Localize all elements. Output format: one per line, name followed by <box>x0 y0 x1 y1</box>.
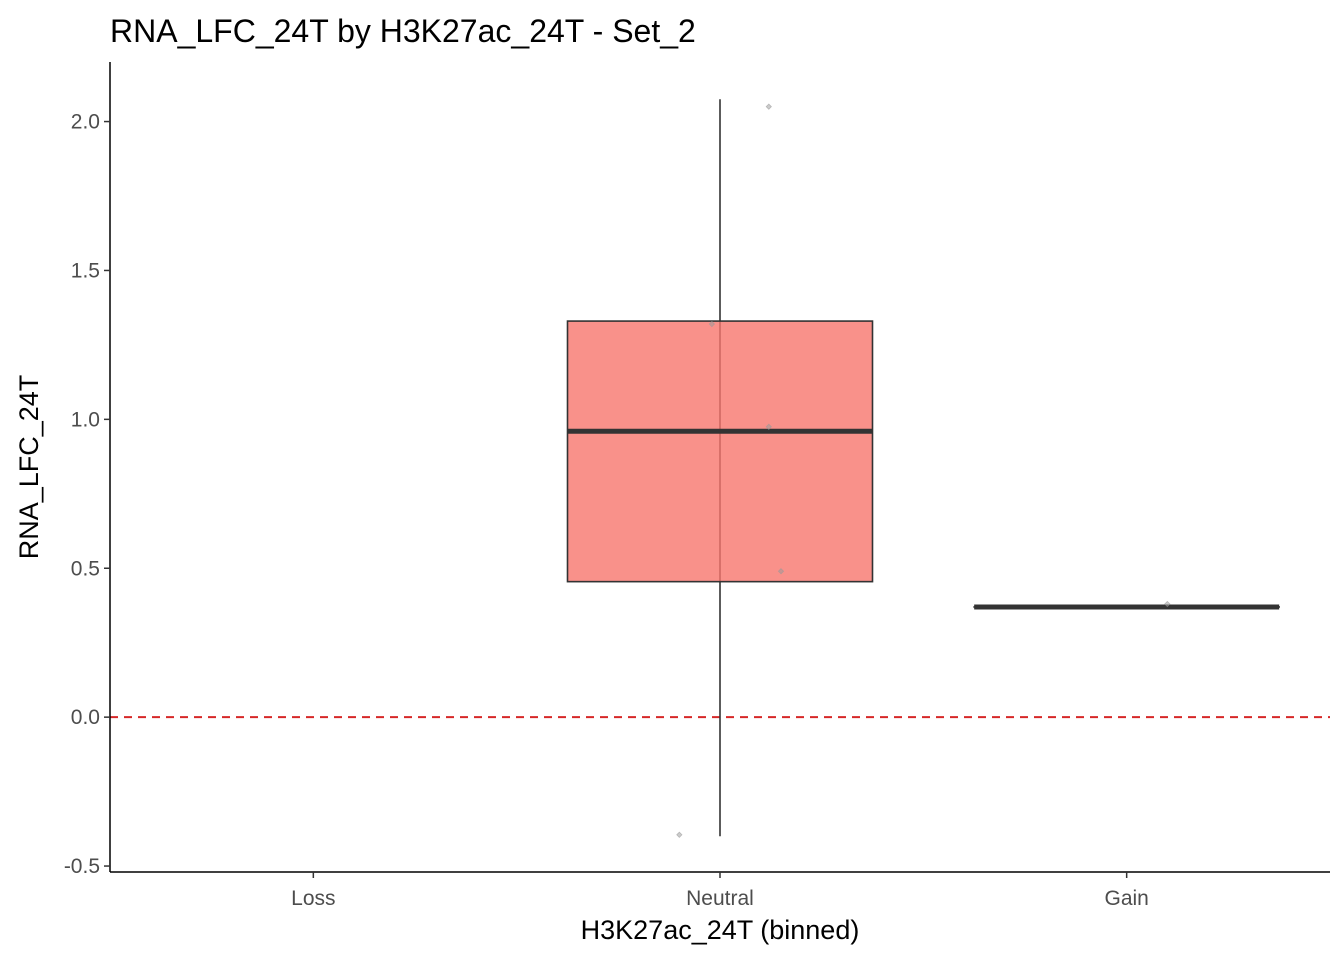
y-axis-title: RNA_LFC_24T <box>14 375 44 560</box>
y-tick-label: 1.5 <box>71 259 100 282</box>
y-tick-label: 0.0 <box>71 706 100 729</box>
x-axis-title: H3K27ac_24T (binned) <box>581 915 860 945</box>
y-tick-label: -0.5 <box>64 855 100 878</box>
y-axis: -0.5 0.0 0.5 1.0 1.5 2.0 <box>64 111 110 878</box>
data-point-neutral <box>777 568 785 575</box>
y-tick-label: 2.0 <box>71 111 100 134</box>
data-point-neutral <box>708 320 716 328</box>
data-point-neutral <box>676 831 683 838</box>
x-tick-label-gain: Gain <box>1104 887 1148 910</box>
data-point-gain <box>1164 600 1171 608</box>
y-tick-label: 0.5 <box>71 557 100 580</box>
box-neutral <box>566 320 874 583</box>
plot-area <box>110 99 1330 838</box>
y-tick-label: 1.0 <box>71 408 100 431</box>
data-point-neutral <box>765 423 772 430</box>
data-point-neutral <box>765 103 772 110</box>
chart-title: RNA_LFC_24T by H3K27ac_24T - Set_2 <box>110 13 696 49</box>
x-axis: Loss Neutral Gain <box>291 872 1149 910</box>
x-tick-label-loss: Loss <box>291 887 335 910</box>
x-tick-label-neutral: Neutral <box>686 887 754 910</box>
